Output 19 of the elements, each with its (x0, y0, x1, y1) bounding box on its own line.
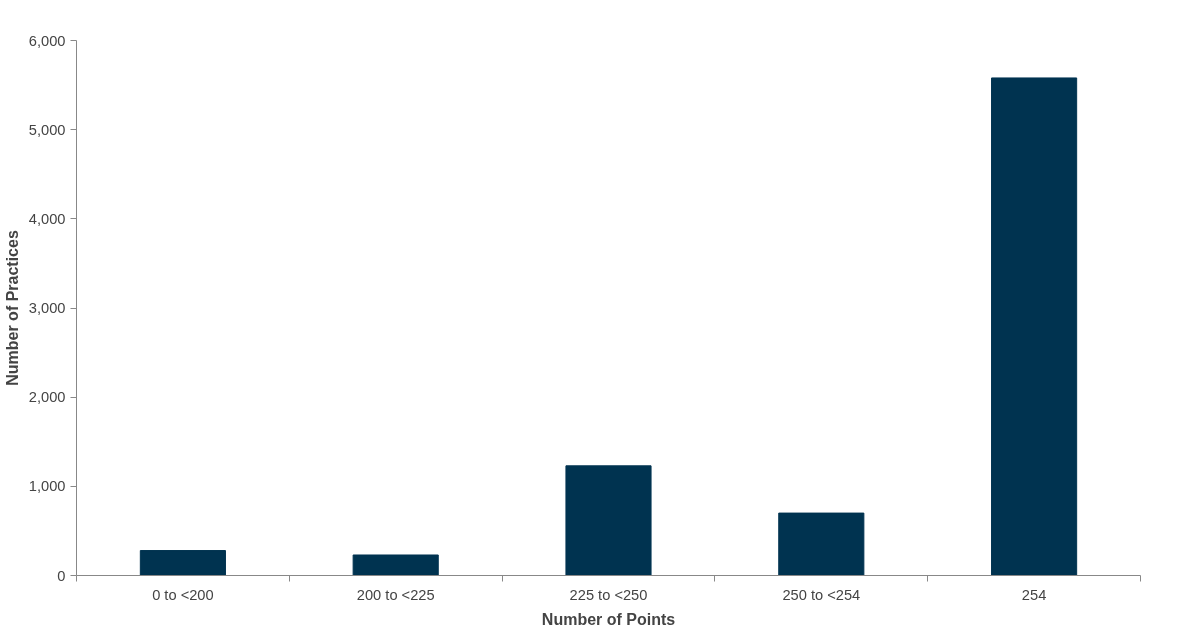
x-tick-label: 254 (1021, 586, 1047, 603)
x-tick-label: 225 to <250 (569, 586, 648, 603)
y-tick-label: 6,000 (28, 32, 66, 49)
x-tick-label: 250 to <254 (782, 586, 861, 603)
bar (139, 550, 226, 576)
y-tick-label: 0 (57, 567, 66, 584)
y-tick-label: 5,000 (28, 121, 66, 138)
y-axis-title: Number of Practices (3, 230, 21, 386)
bar (352, 554, 439, 576)
bar (778, 512, 865, 576)
bar (565, 465, 652, 576)
y-tick-label: 2,000 (28, 389, 66, 406)
y-tick-label: 1,000 (28, 478, 66, 495)
x-tick-label: 200 to <225 (356, 586, 435, 603)
x-tick-label: 0 to <200 (152, 586, 214, 603)
x-axis-title: Number of Points (541, 610, 676, 628)
bar (991, 77, 1078, 576)
y-tick-label: 4,000 (28, 210, 66, 227)
y-tick-label: 3,000 (28, 300, 66, 316)
